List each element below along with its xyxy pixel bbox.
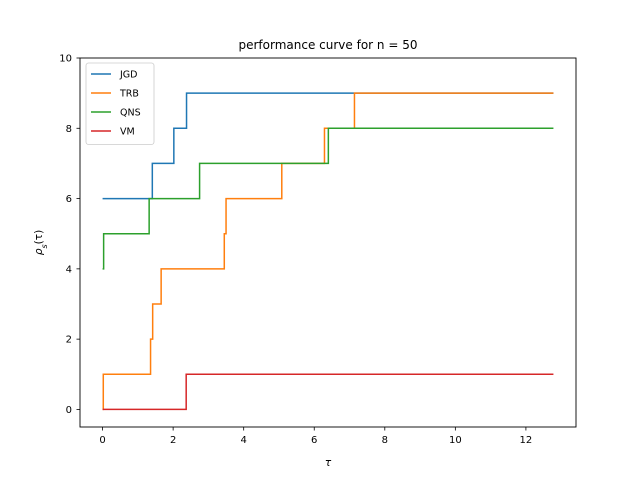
y-tick-label: 8: [66, 124, 72, 135]
y-axis-label-argument: (τ): [33, 230, 45, 245]
plot-lines: [102, 92, 554, 411]
legend-label-trb: TRB: [119, 89, 139, 100]
x-tick-label: 6: [311, 435, 317, 446]
x-tick-label: 8: [382, 435, 388, 446]
y-tick-label: 0: [66, 405, 72, 416]
chart-title: performance curve for n = 50: [239, 38, 418, 52]
legend-label-qns: QNS: [120, 108, 141, 119]
y-axis-ticks: 0 2 4 6 8 10: [59, 54, 80, 416]
legend: JGD TRB QNS VM: [85, 62, 155, 145]
x-tick-label: 12: [520, 435, 533, 446]
y-axis-label-subscript: s: [40, 244, 49, 248]
series-line-trb: [102, 92, 554, 411]
series-line-qns: [102, 127, 554, 270]
x-tick-label: 0: [99, 435, 105, 446]
x-axis-label: τ: [325, 457, 332, 469]
plot-area-frame: [79, 57, 577, 428]
legend-label-vm: VM: [120, 127, 135, 138]
legend-label-jgd: JGD: [119, 70, 137, 81]
x-axis-ticks: 0 2 4 6 8 10 12: [99, 427, 532, 446]
legend-box: [85, 62, 155, 145]
x-tick-label: 10: [449, 435, 462, 446]
x-tick-label: 2: [170, 435, 176, 446]
y-axis-label-symbol: ρ: [33, 248, 45, 255]
y-axis-label: ρs(τ): [33, 230, 49, 255]
y-tick-label: 2: [66, 335, 72, 346]
y-tick-label: 10: [59, 54, 72, 65]
series-line-vm: [102, 373, 554, 411]
x-tick-label: 4: [240, 435, 246, 446]
series-line-jgd: [102, 92, 554, 200]
y-tick-label: 4: [66, 264, 72, 275]
y-tick-label: 6: [66, 194, 72, 205]
